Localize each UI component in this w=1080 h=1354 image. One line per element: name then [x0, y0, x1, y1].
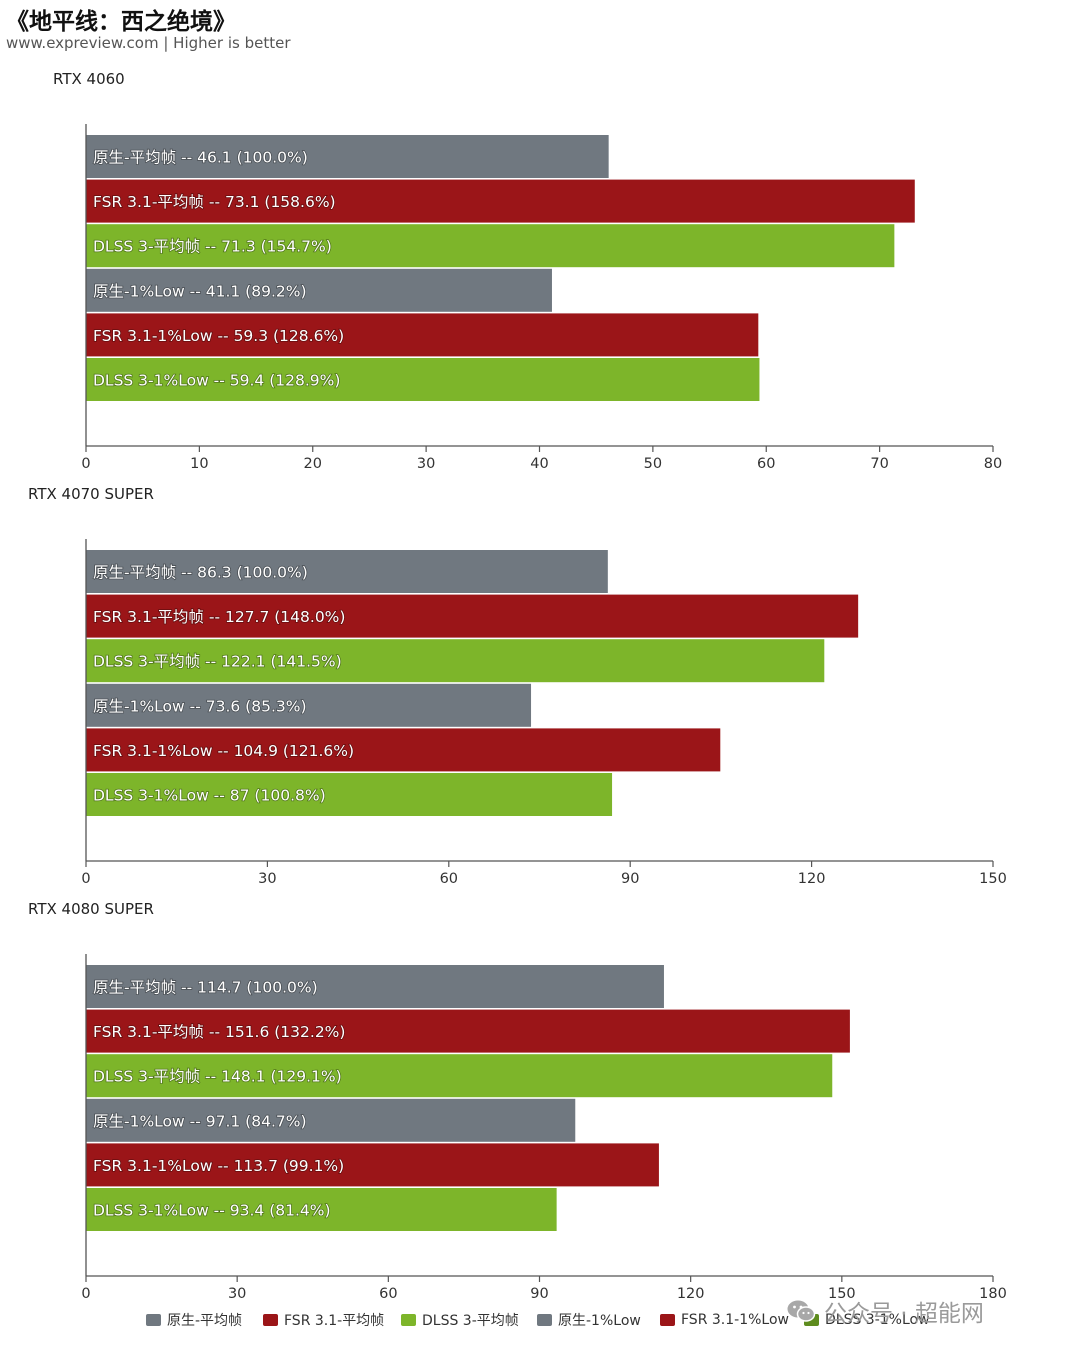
- legend-swatch: [660, 1314, 675, 1326]
- watermark: 公众号 · 超能网: [786, 1294, 984, 1328]
- bar-label: DLSS 3-平均帧 -- 148.1 (129.1%): [93, 1068, 342, 1086]
- legend-label: FSR 3.1-1%Low: [681, 1312, 789, 1328]
- bar: [86, 1009, 850, 1053]
- legend-item[interactable]: FSR 3.1-平均帧: [263, 1308, 384, 1332]
- bar: [86, 224, 895, 268]
- wechat-icon: [787, 1300, 816, 1322]
- chart-subtitle: www.expreview.com | Higher is better: [6, 34, 291, 52]
- x-tick-label: 60: [440, 871, 458, 887]
- bar: [86, 773, 613, 816]
- bar: [86, 1143, 659, 1187]
- legend-item[interactable]: 原生-1%Low: [537, 1308, 641, 1332]
- x-tick-label: 120: [798, 871, 826, 887]
- x-tick-label: 30: [258, 871, 276, 887]
- x-tick-label: 120: [677, 1286, 705, 1300]
- bar: [86, 1054, 833, 1098]
- watermark-text: 公众号 · 超能网: [824, 1301, 984, 1327]
- bar-label: DLSS 3-平均帧 -- 122.1 (141.5%): [93, 653, 342, 671]
- bar: [86, 728, 721, 772]
- x-tick-label: 10: [190, 456, 208, 472]
- legend-item[interactable]: FSR 3.1-1%Low: [660, 1308, 789, 1332]
- panel-title: RTX 4080 SUPER: [28, 900, 154, 918]
- bar-label: 原生-平均帧 -- 114.7 (100.0%): [93, 979, 318, 997]
- x-tick-label: 60: [379, 1286, 397, 1300]
- x-tick-label: 90: [621, 871, 639, 887]
- legend-swatch: [537, 1314, 552, 1326]
- x-tick-label: 30: [228, 1286, 246, 1300]
- x-tick-label: 180: [979, 1286, 1007, 1300]
- bar: [86, 268, 552, 312]
- x-tick-label: 0: [81, 871, 90, 887]
- bar-label: FSR 3.1-平均帧 -- 73.1 (158.6%): [93, 193, 336, 211]
- bar: [86, 550, 608, 593]
- legend-label: 原生-1%Low: [558, 1313, 641, 1329]
- bar-label: 原生-1%Low -- 97.1 (84.7%): [93, 1112, 307, 1130]
- x-tick-label: 30: [417, 456, 435, 472]
- panel-title: RTX 4070 SUPER: [28, 485, 154, 503]
- charts-canvas: RTX 4060 原生-平均帧 -- 46.1 (100.0%) FSR 3.1-平…: [28, 70, 1007, 1300]
- bar-label: 原生-1%Low -- 73.6 (85.3%): [93, 697, 307, 715]
- bar-label: DLSS 3-1%Low -- 93.4 (81.4%): [93, 1202, 331, 1220]
- chart-legend: 原生-平均帧 FSR 3.1-平均帧 DLSS 3-平均帧 原生-1%Low FSR 3…: [0, 1308, 1080, 1334]
- bar-label: 原生-平均帧 -- 46.1 (100.0%): [93, 149, 308, 167]
- x-tick-label: 20: [304, 456, 322, 472]
- bar-label: DLSS 3-平均帧 -- 71.3 (154.7%): [93, 238, 332, 256]
- bar-label: 原生-平均帧 -- 86.3 (100.0%): [93, 564, 308, 582]
- chart-title: 《地平线：西之绝境》: [6, 9, 236, 35]
- x-tick-label: 40: [530, 456, 548, 472]
- chart-panel-3: RTX 4080 SUPER 原生-平均帧 -- 114.7 (100.0%) FS…: [28, 900, 1007, 1300]
- bar-label: DLSS 3-1%Low -- 87 (100.8%): [93, 787, 326, 805]
- bar: [86, 639, 825, 683]
- bar-label: FSR 3.1-1%Low -- 113.7 (99.1%): [93, 1157, 344, 1175]
- bar: [86, 313, 759, 357]
- legend-label: DLSS 3-1%Low: [825, 1312, 930, 1328]
- legend-swatch: [401, 1314, 416, 1326]
- x-tick-label: 70: [870, 456, 888, 472]
- bar-label: FSR 3.1-1%Low -- 104.9 (121.6%): [93, 742, 354, 760]
- bar-label: DLSS 3-1%Low -- 59.4 (128.9%): [93, 372, 340, 390]
- legend-label: FSR 3.1-平均帧: [284, 1313, 385, 1329]
- bar: [86, 683, 532, 727]
- bar-label: FSR 3.1-平均帧 -- 127.7 (148.0%): [93, 608, 345, 626]
- bar: [86, 965, 664, 1008]
- bar: [86, 1098, 576, 1142]
- x-tick-label: 80: [984, 456, 1002, 472]
- bar: [86, 135, 609, 178]
- x-tick-label: 50: [644, 456, 662, 472]
- bar: [86, 179, 915, 223]
- legend-item[interactable]: DLSS 3-平均帧: [401, 1308, 519, 1332]
- legend-item[interactable]: 原生-平均帧: [146, 1308, 242, 1332]
- bar-label: FSR 3.1-平均帧 -- 151.6 (132.2%): [93, 1023, 345, 1041]
- legend-label: DLSS 3-平均帧: [422, 1313, 519, 1329]
- legend-swatch: [263, 1314, 278, 1326]
- bar: [86, 1188, 557, 1231]
- legend-swatch: [146, 1314, 161, 1326]
- x-tick-label: 0: [81, 1286, 90, 1300]
- chart-panel-1: RTX 4060 原生-平均帧 -- 46.1 (100.0%) FSR 3.1-平…: [53, 70, 1002, 472]
- bar-label: 原生-1%Low -- 41.1 (89.2%): [93, 282, 307, 300]
- x-tick-label: 150: [828, 1286, 856, 1300]
- x-tick-label: 90: [530, 1286, 548, 1300]
- bar-label: FSR 3.1-1%Low -- 59.3 (128.6%): [93, 327, 344, 345]
- bar: [86, 594, 859, 638]
- legend-label: 原生-平均帧: [167, 1313, 243, 1329]
- bar: [86, 358, 760, 401]
- x-tick-label: 60: [757, 456, 775, 472]
- chart-panel-2: RTX 4070 SUPER 原生-平均帧 -- 86.3 (100.0%) FSR…: [28, 485, 1007, 887]
- panel-title: RTX 4060: [53, 70, 125, 88]
- x-tick-label: 0: [81, 456, 90, 472]
- x-tick-label: 150: [979, 871, 1007, 887]
